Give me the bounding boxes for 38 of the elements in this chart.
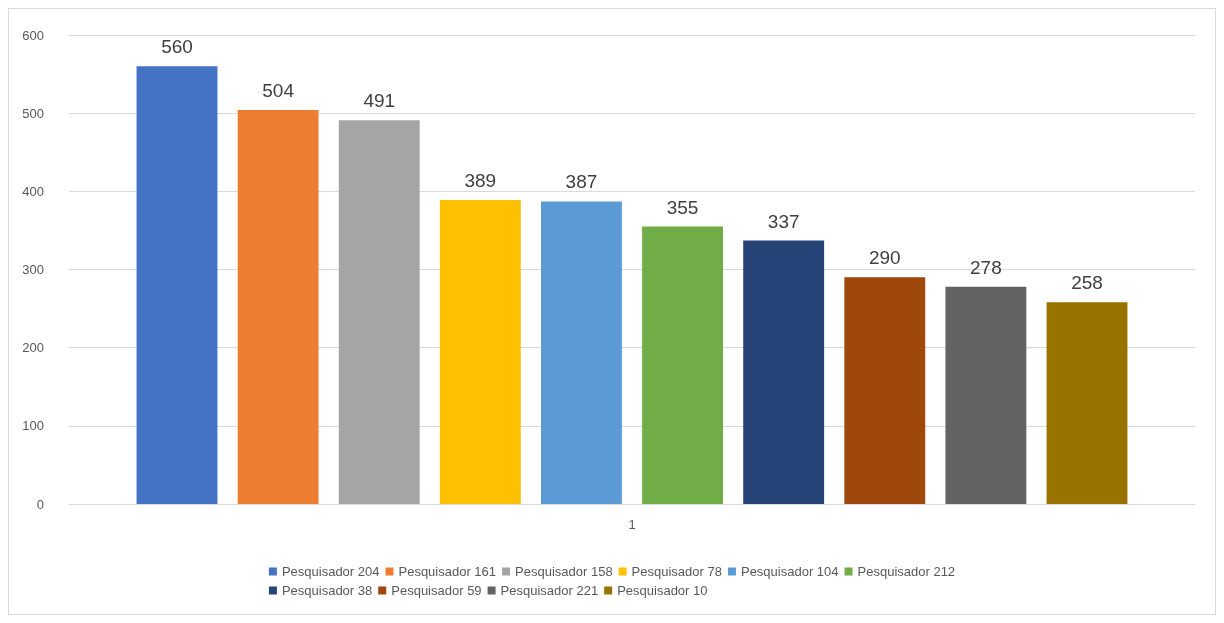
data-label: 560 [161,36,193,58]
bar [844,277,926,504]
y-tick-label: 300 [22,262,44,277]
y-tick-label: 600 [22,27,44,43]
data-label: 337 [767,210,800,232]
data-label: 387 [565,171,598,193]
data-label: 290 [868,247,901,269]
data-label: 491 [363,90,396,112]
bar [642,226,723,504]
data-label: 258 [1071,272,1103,294]
legend-label: Pesquisador 221 [500,583,599,598]
data-label: 355 [666,196,699,218]
legend-label: Pesquisador 212 [857,564,956,579]
data-label: 504 [262,80,295,102]
legend-label: Pesquisador 38 [281,583,373,598]
bar [945,286,1027,504]
data-label: 278 [970,256,1002,278]
legend-label: Pesquisador 104 [740,564,839,579]
y-tick-label: 400 [22,183,44,199]
y-tick-label: 100 [22,418,44,434]
bar [743,240,825,504]
bar [237,110,319,504]
y-tick-label: 500 [22,105,44,121]
legend-label: Pesquisador 204 [281,564,380,579]
x-tick-label: 1 [628,517,636,532]
bar [338,120,420,504]
legend-label: Pesquisador 161 [398,564,497,579]
y-tick-label: 200 [22,340,44,356]
bar [439,199,521,504]
legend-label: Pesquisador 59 [391,583,482,598]
legend-label: Pesquisador 78 [631,564,722,579]
bar [136,66,218,504]
bar [541,201,622,504]
legend-label: Pesquisador 10 [617,583,708,598]
data-label: 389 [464,169,497,191]
bar [1046,302,1128,504]
y-tick-label: 0 [36,496,44,512]
legend-label: Pesquisador 158 [515,564,613,579]
